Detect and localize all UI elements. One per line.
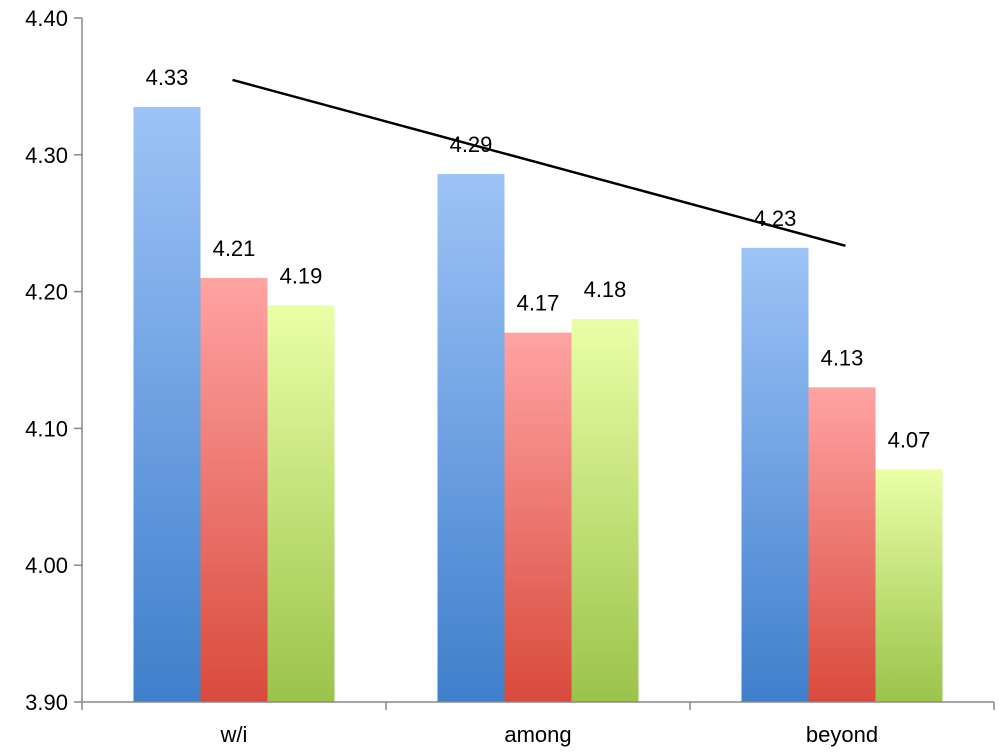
bar-series-1-1 (437, 173, 505, 702)
y-tick-label: 4.20 (25, 280, 68, 305)
data-label-series-2-1: 4.17 (517, 291, 560, 316)
bar-series-3-1 (571, 318, 639, 702)
y-tick-label: 3.90 (25, 690, 68, 715)
x-category-label: w/i (220, 722, 248, 747)
data-label-series-3-2: 4.07 (888, 427, 931, 452)
x-category-label: among (504, 722, 571, 747)
data-label-series-3-0: 4.19 (280, 263, 323, 288)
bar-series-3-0 (267, 305, 335, 702)
x-category-label: beyond (806, 722, 878, 747)
data-label-series-3-1: 4.18 (584, 277, 627, 302)
y-tick-label: 4.10 (25, 416, 68, 441)
bar-series-2-0 (200, 277, 268, 702)
axes-group (74, 17, 995, 710)
data-label-series-2-0: 4.21 (213, 236, 256, 261)
bars-group (133, 106, 943, 703)
data-label-series-1-2: 4.23 (754, 206, 797, 231)
data-label-series-1-1: 4.29 (450, 132, 493, 157)
labels-group: 4.33 4.29 4.23 4.21 4.17 4.13 4.19 4.18 4.07 3.90… (25, 6, 930, 747)
bar-series-1-2 (741, 247, 809, 702)
trend-line (232, 78, 846, 248)
bar-series-1-0 (133, 106, 201, 703)
data-label-series-1-0: 4.33 (146, 65, 189, 90)
y-tick-label: 4.40 (25, 6, 68, 31)
bar-series-3-2 (875, 469, 943, 702)
bar-series-2-1 (504, 332, 572, 702)
y-tick-label: 4.30 (25, 143, 68, 168)
y-tick-label: 4.00 (25, 553, 68, 578)
bar-series-2-2 (808, 387, 876, 702)
data-label-series-2-2: 4.13 (821, 345, 864, 370)
